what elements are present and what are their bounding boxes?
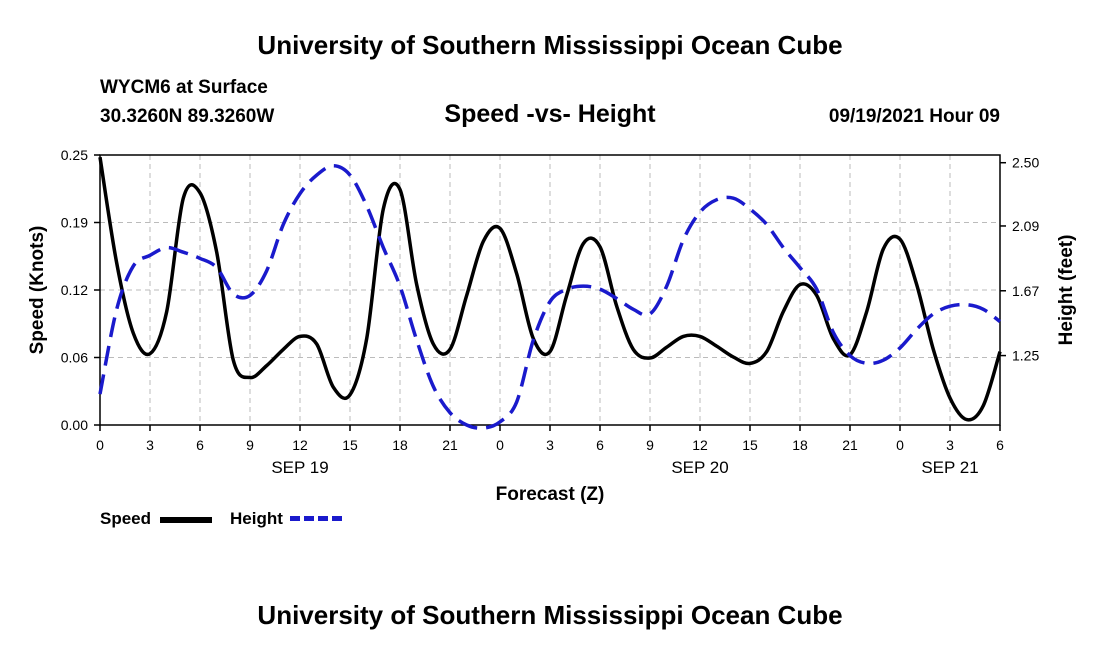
- series-line-height: [98, 164, 1002, 430]
- x-tick-label: 3: [546, 437, 554, 453]
- y-left-axis-title: Speed (Knots): [27, 226, 48, 355]
- legend-speed-label: Speed: [100, 509, 152, 528]
- x-tick-label: 9: [646, 437, 654, 453]
- x-tick-label: 18: [392, 437, 408, 453]
- date-label: SEP 21: [921, 458, 978, 477]
- legend-height-swatch: [290, 516, 342, 521]
- x-tick-label: 18: [792, 437, 808, 453]
- title-top: University of Southern Mississippi Ocean…: [257, 30, 843, 60]
- x-tick-label: 21: [842, 437, 858, 453]
- y-right-tick-label: 1.25: [1012, 348, 1039, 364]
- plot-frame: [99, 154, 1001, 426]
- x-tick-label: 15: [342, 437, 358, 453]
- y-left-tick-label: 0.25: [61, 147, 88, 163]
- date-label: SEP 20: [671, 458, 728, 477]
- x-tick-label: 6: [596, 437, 604, 453]
- y-right-tick-label: 2.09: [1012, 218, 1039, 234]
- y-left-tick-label: 0.06: [61, 350, 88, 366]
- x-tick-label: 0: [896, 437, 904, 453]
- x-tick-label: 3: [946, 437, 954, 453]
- x-tick-label: 21: [442, 437, 458, 453]
- y-right-tick-label: 1.67: [1012, 283, 1039, 299]
- station-label: WYCM6 at Surface: [100, 77, 268, 98]
- x-tick-label: 12: [292, 437, 308, 453]
- y-right-axis-title: Height (feet): [1056, 235, 1077, 346]
- coords-label: 30.3260N 89.3260W: [100, 106, 275, 127]
- chart-title: Speed -vs- Height: [444, 100, 656, 128]
- x-tick-label: 3: [146, 437, 154, 453]
- legend-speed-swatch: [160, 517, 212, 523]
- x-tick-label: 9: [246, 437, 254, 453]
- legend-height-label: Height: [230, 509, 283, 528]
- y-left-tick-label: 0.19: [61, 215, 88, 231]
- y-right-tick-label: 2.50: [1012, 155, 1039, 171]
- x-tick-label: 0: [496, 437, 504, 453]
- y-left-tick-label: 0.12: [61, 282, 88, 298]
- x-axis-title: Forecast (Z): [496, 484, 605, 505]
- x-tick-label: 6: [996, 437, 1004, 453]
- x-tick-label: 0: [96, 437, 104, 453]
- date-label: SEP 19: [271, 458, 328, 477]
- datetime-label: 09/19/2021 Hour 09: [828, 106, 1000, 127]
- title-bottom: University of Southern Mississippi Ocean…: [257, 600, 843, 630]
- y-left-tick-label: 0.00: [61, 417, 88, 433]
- x-tick-label: 15: [742, 437, 758, 453]
- x-tick-label: 12: [692, 437, 708, 453]
- x-tick-label: 6: [196, 437, 204, 453]
